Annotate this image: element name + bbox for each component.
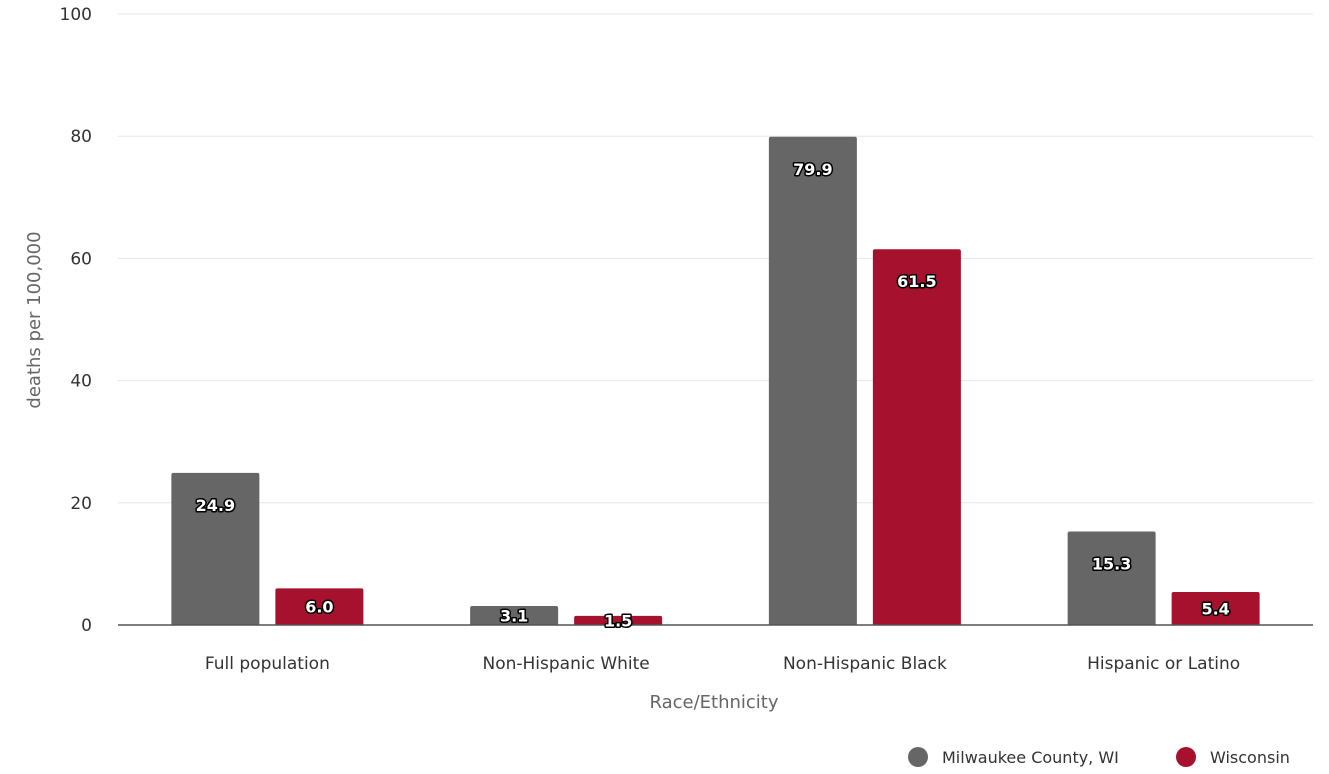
legend-marker (908, 747, 928, 767)
y-tick-label: 0 (81, 616, 92, 636)
legend-marker (1176, 747, 1196, 767)
x-tick-label: Full population (205, 654, 330, 674)
y-tick-label: 60 (70, 249, 92, 269)
legend: Milwaukee County, WI Wisconsin (908, 747, 1290, 767)
bar-milwaukee-county-wi (171, 472, 260, 625)
x-tick-label: Non-Hispanic White (482, 654, 649, 674)
y-axis-title: deaths per 100,000 (24, 231, 45, 408)
data-label: 15.3 (1092, 555, 1131, 574)
gridlines (118, 13, 1313, 504)
data-label: 6.0 (305, 598, 333, 617)
bar-milwaukee-county-wi (470, 606, 559, 625)
bar-wisconsin (872, 249, 961, 626)
data-label: 61.5 (897, 272, 936, 291)
y-tick-label: 20 (70, 494, 92, 514)
bars (171, 136, 1260, 626)
bar-milwaukee-county-wi (768, 136, 857, 625)
y-tick-label: 40 (70, 372, 92, 392)
bar-wisconsin (1171, 592, 1260, 625)
y-tick-label: 80 (70, 127, 92, 147)
bar-wisconsin (574, 615, 663, 625)
data-label: 79.9 (793, 160, 832, 179)
data-labels: 24.9 6.0 3.1 1.5 79.9 61.5 15.3 5.4 (194, 158, 1231, 632)
x-tick-label: Non-Hispanic Black (783, 654, 947, 674)
data-label: 24.9 (196, 496, 235, 515)
bar-milwaukee-county-wi (1067, 531, 1156, 625)
x-axis-ticks: Full population Non-Hispanic White Non-His… (205, 654, 1240, 674)
data-label: 3.1 (500, 607, 528, 626)
data-label: 5.4 (1201, 600, 1229, 619)
legend-label: Wisconsin (1210, 748, 1290, 767)
data-label: 1.5 (604, 611, 632, 630)
y-axis-ticks: 0 20 40 60 80 100 (60, 5, 92, 636)
x-axis-title: Race/Ethnicity (649, 692, 778, 713)
x-tick-label: Hispanic or Latino (1087, 654, 1240, 674)
legend-label: Milwaukee County, WI (942, 748, 1119, 767)
y-tick-label: 100 (60, 5, 92, 25)
bar-wisconsin (275, 588, 364, 625)
